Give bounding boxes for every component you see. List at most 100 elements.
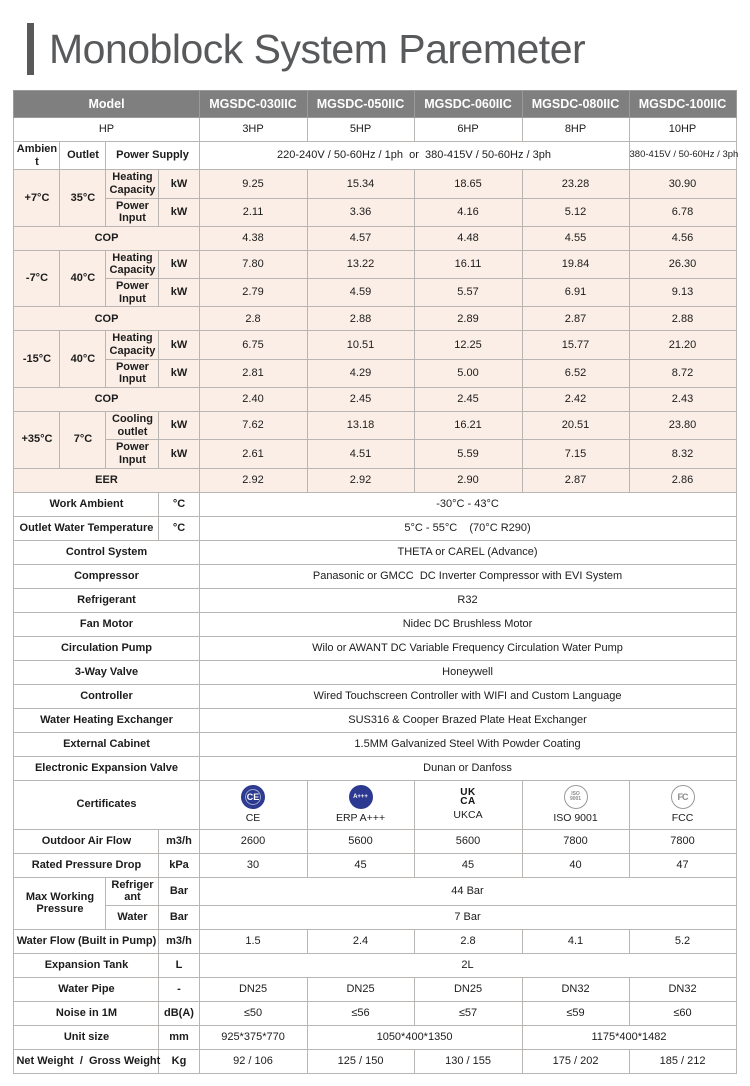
ambient-temp-cell: +7°C xyxy=(13,169,61,227)
ambient-temp-cell: -15°C xyxy=(13,330,61,388)
row-label: Heating Capacity xyxy=(105,330,160,360)
value-cell: Wired Touchscreen Controller with WIFI a… xyxy=(198,683,737,709)
unit-cell: m3/h xyxy=(158,828,200,854)
ambient-temp-cell: -7°C xyxy=(13,249,61,308)
table-row: Compressor Panasonic or GMCC DC Inverter… xyxy=(13,563,737,589)
row-label: Outdoor Air Flow xyxy=(13,828,160,854)
table-row: Refrigerant R32 xyxy=(13,587,737,613)
value-cell: 2.40 xyxy=(198,386,308,412)
table-row: Power Input kW 2.61 4.51 5.59 7.15 8.32 xyxy=(14,439,737,469)
value-cell: 1175*400*1482 xyxy=(521,1024,737,1050)
model-header-label: Model xyxy=(13,90,200,118)
model-name-cell: MGSDC-050IIC xyxy=(306,90,415,118)
value-cell: 23.80 xyxy=(628,410,737,441)
value-cell: Dunan or Danfoss xyxy=(198,755,737,781)
fcc-badge-icon: FC xyxy=(670,785,695,809)
power-supply-label: Power Supply xyxy=(105,140,200,171)
spec-table: Model MGSDC-030IIC MGSDC-050IIC MGSDC-06… xyxy=(13,90,738,1074)
value-cell: 2.42 xyxy=(521,386,630,412)
value-cell: 21.20 xyxy=(628,330,737,360)
value-cell: 1050*400*1350 xyxy=(306,1024,523,1050)
table-row: Water Flow (Built in Pump) m3/h 1.5 2.4 … xyxy=(13,928,737,954)
outlet-header: Outlet xyxy=(59,140,107,171)
value-cell: 20.51 xyxy=(521,410,630,441)
value-cell: 6.78 xyxy=(628,197,737,227)
value-cell: ≤57 xyxy=(413,1000,523,1026)
table-row: -15°C 40°C Heating Capacity kW 6.75 10.5… xyxy=(13,330,737,388)
value-cell: 2.87 xyxy=(521,467,630,493)
row-label: Power Input xyxy=(105,278,160,308)
value-cell: 2.79 xyxy=(198,278,308,308)
row-label: Net Weight / Gross Weight xyxy=(13,1048,160,1074)
row-label: Power Input xyxy=(105,197,160,227)
row-label: Water Pipe xyxy=(13,976,160,1002)
row-label: Fan Motor xyxy=(13,611,200,637)
row-label: External Cabinet xyxy=(13,731,200,757)
row-label: Control System xyxy=(13,539,200,565)
value-cell: DN25 xyxy=(306,976,415,1002)
value-cell: -30°C - 43°C xyxy=(198,491,737,517)
table-row: Outdoor Air Flow m3/h 2600 5600 5600 780… xyxy=(13,828,737,854)
value-cell: 92 / 106 xyxy=(198,1048,308,1074)
unit-cell: kW xyxy=(158,330,200,360)
table-row: External Cabinet 1.5MM Galvanized Steel … xyxy=(13,731,737,757)
row-label: Cooling outlet xyxy=(105,410,160,441)
table-row: EER 2.92 2.92 2.90 2.87 2.86 xyxy=(13,467,737,493)
value-cell: 2.45 xyxy=(306,386,415,412)
table-row: Water Bar 7 Bar xyxy=(14,904,737,930)
certificate-cell: ISO 9001 ISO 9001 xyxy=(521,779,630,830)
value-cell: 2.90 xyxy=(413,467,523,493)
value-cell: DN32 xyxy=(521,976,630,1002)
hp-value: 10HP xyxy=(628,117,737,142)
table-row: HP 3HP 5HP 6HP 8HP 10HP xyxy=(13,117,737,142)
value-cell: 30 xyxy=(198,852,308,878)
row-label: Circulation Pump xyxy=(13,635,200,661)
iso9001-badge-icon: ISO 9001 xyxy=(563,785,588,809)
row-label: Electronic Expansion Valve xyxy=(13,755,200,781)
unit-cell: Bar xyxy=(158,876,200,906)
value-cell: 5.57 xyxy=(413,278,523,308)
model-name-cell: MGSDC-030IIC xyxy=(198,90,308,118)
value-cell: 4.48 xyxy=(413,225,523,251)
certificate-cell: A+++ ERP A+++ xyxy=(306,779,415,830)
value-cell: 2L xyxy=(198,952,737,978)
row-label: COP xyxy=(13,306,200,332)
certificates-row: Certificates CE CE A+++ ERP A+++ UK CA U… xyxy=(13,779,737,830)
value-cell: 47 xyxy=(628,852,737,878)
page-title: Monoblock System Paremeter xyxy=(49,25,586,72)
ambient-header: Ambient xyxy=(13,140,61,171)
value-cell: ≤60 xyxy=(628,1000,737,1026)
unit-cell: kW xyxy=(158,197,200,227)
row-label: Max Working Pressure xyxy=(13,876,107,930)
certificate-name: CE xyxy=(245,812,261,824)
certificate-cell: CE CE xyxy=(198,779,308,830)
table-header-row: Model MGSDC-030IIC MGSDC-050IIC MGSDC-06… xyxy=(13,90,737,118)
table-row: Ambient Outlet Power Supply 220-240V / 5… xyxy=(13,140,738,171)
row-label: EER xyxy=(13,467,200,493)
unit-cell: °C xyxy=(158,515,200,541)
outlet-temp-cell: 40°C xyxy=(59,330,107,388)
table-row: Fan Motor Nidec DC Brushless Motor xyxy=(13,611,737,637)
hp-label: HP xyxy=(13,117,200,142)
row-label: Expansion Tank xyxy=(13,952,160,978)
value-cell: 2.45 xyxy=(413,386,523,412)
model-name-cell: MGSDC-060IIC xyxy=(413,90,523,118)
value-cell: SUS316 & Cooper Brazed Plate Heat Exchan… xyxy=(198,707,737,733)
value-cell: 10.51 xyxy=(306,330,415,360)
row-label: Certificates xyxy=(13,779,200,830)
hp-value: 6HP xyxy=(413,117,523,142)
table-row: -7°C 40°C Heating Capacity kW 7.80 13.22… xyxy=(13,249,737,308)
value-cell: 5.12 xyxy=(521,197,630,227)
value-cell: 1.5 xyxy=(198,928,308,954)
value-cell: 2.89 xyxy=(413,306,523,332)
value-cell: 2.92 xyxy=(306,467,415,493)
value-cell: 2600 xyxy=(198,828,308,854)
ukca-badge-icon: UK CA xyxy=(460,788,475,807)
outlet-temp-cell: 40°C xyxy=(59,249,107,308)
row-label: COP xyxy=(13,225,200,251)
value-cell: 7800 xyxy=(628,828,737,854)
value-cell: 16.11 xyxy=(413,249,523,280)
table-row: COP 2.40 2.45 2.45 2.42 2.43 xyxy=(13,386,737,412)
value-cell: 4.51 xyxy=(306,439,415,469)
value-cell: 5.59 xyxy=(413,439,523,469)
